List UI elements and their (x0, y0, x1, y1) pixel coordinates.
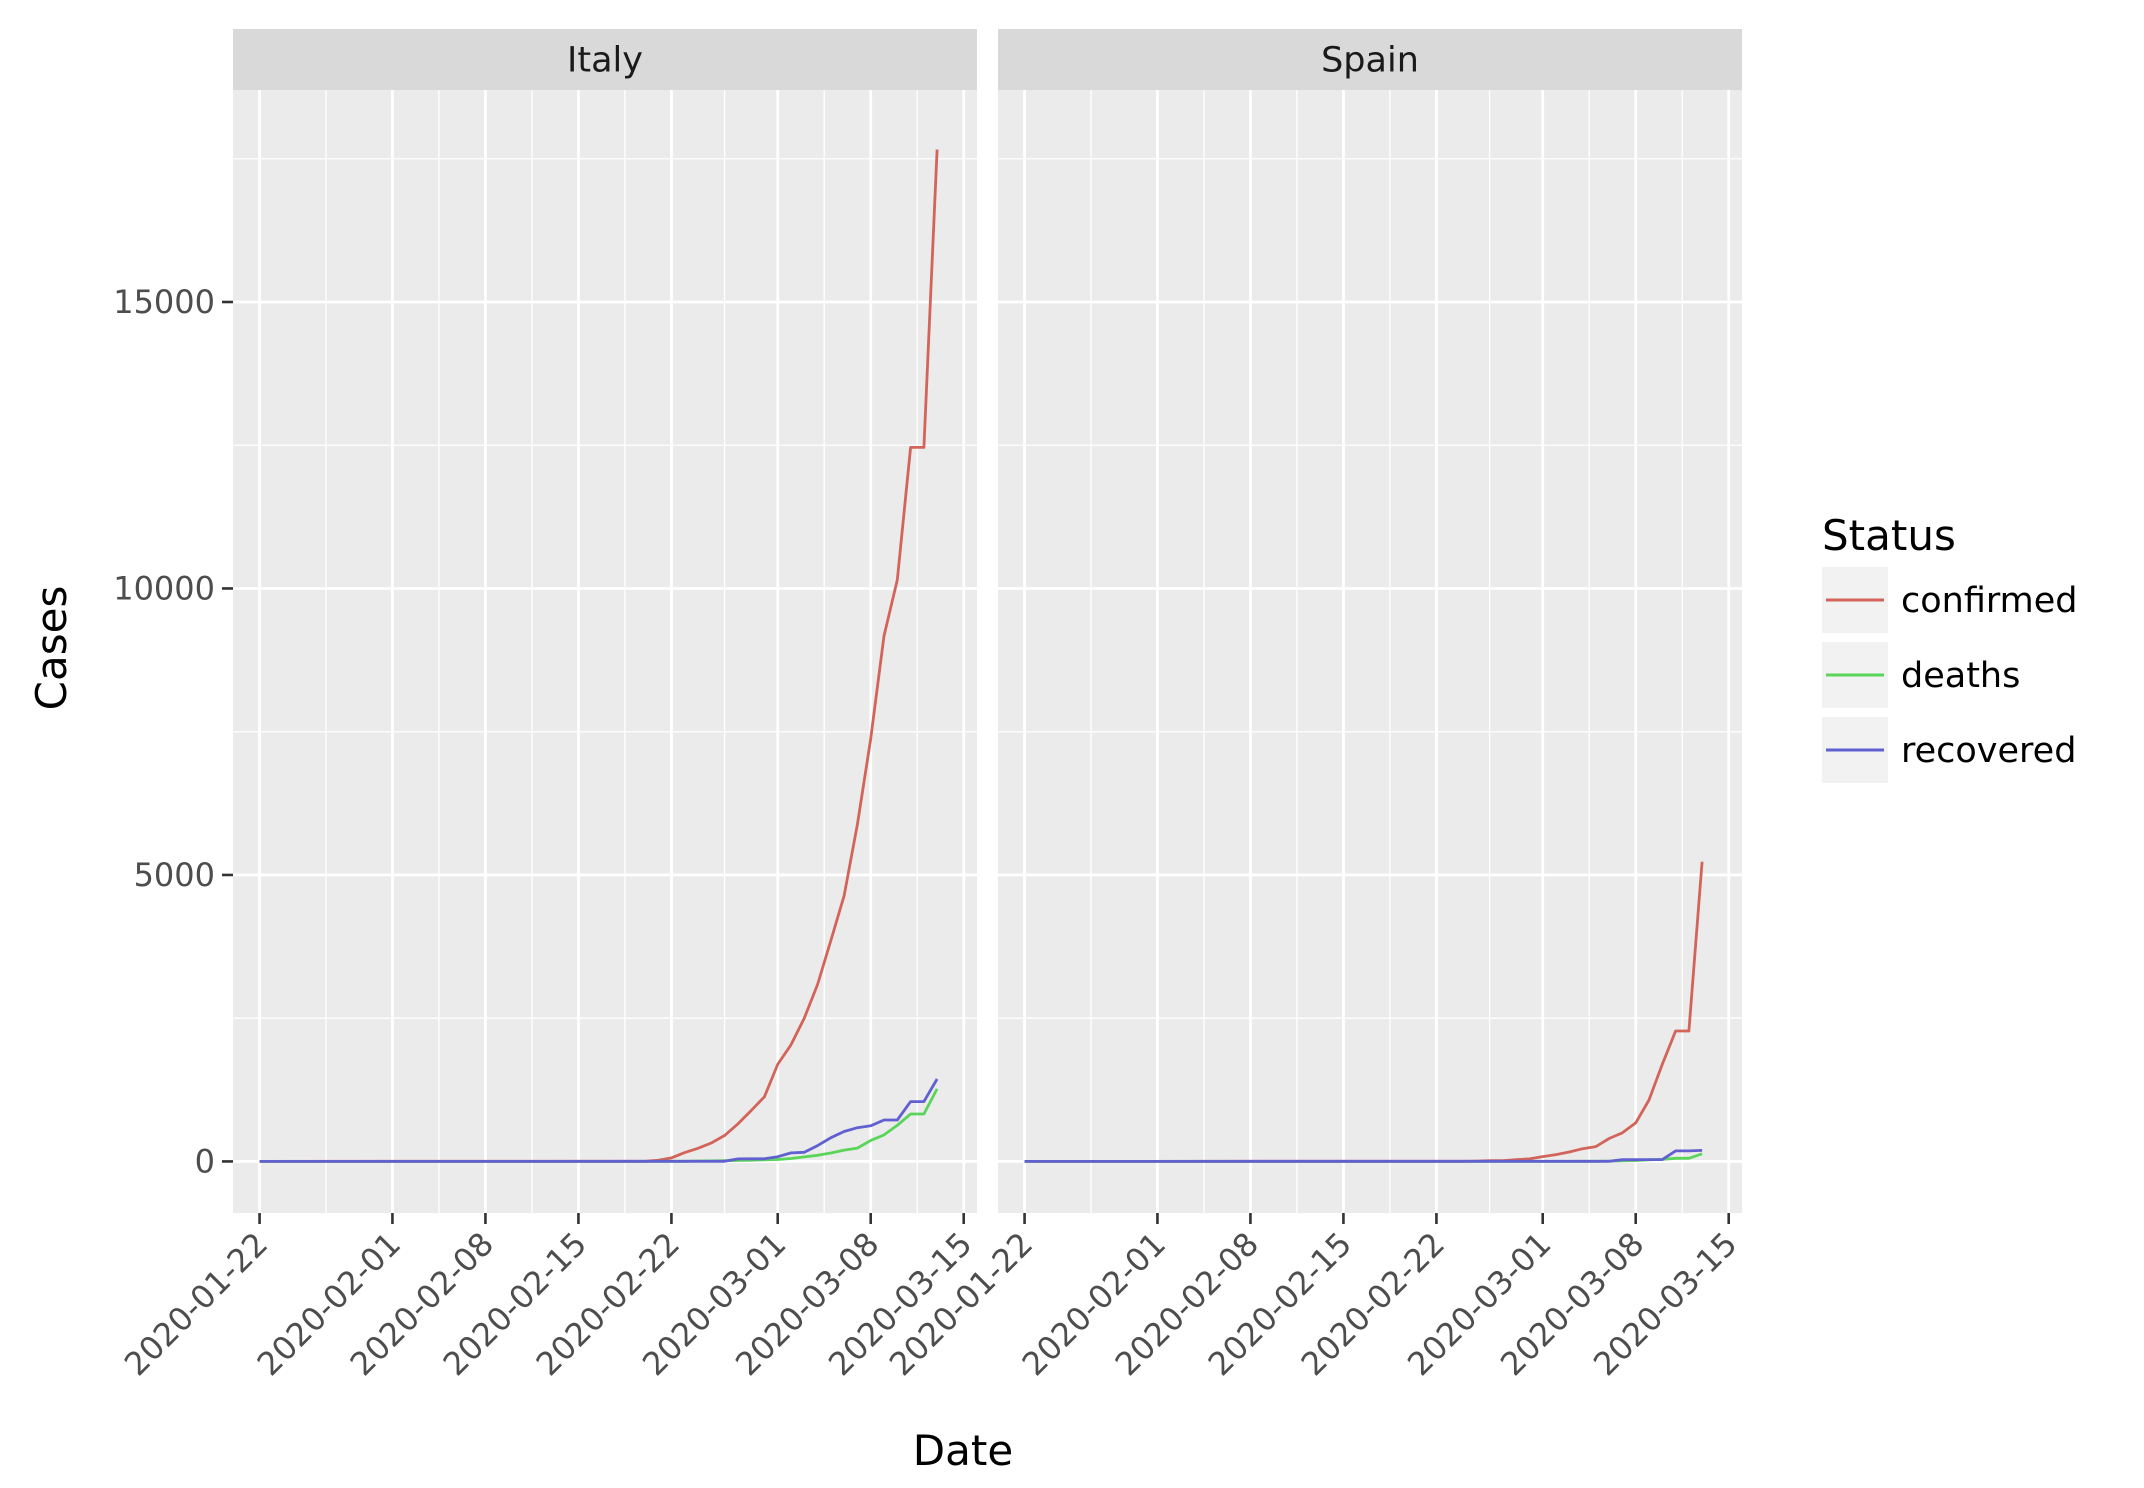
legend-entry-confirmed: confirmed (1822, 567, 2078, 633)
series-line-recovered (259, 1078, 939, 1163)
panel-background (998, 90, 1742, 1213)
legend: Status confirmed deaths recovered (1822, 511, 2078, 783)
legend-entry-deaths: deaths (1822, 642, 2020, 708)
facet-strip-label: Spain (1321, 41, 1419, 81)
series-line-confirmed (259, 149, 939, 1163)
legend-entry-recovered: recovered (1822, 717, 2076, 783)
legend-label: deaths (1901, 656, 2020, 696)
series-line-recovered (1024, 1149, 1703, 1163)
legend-label: recovered (1901, 731, 2076, 771)
facet-strip-label: Italy (567, 41, 643, 81)
facet-italy: Italy2020-01-222020-02-012020-02-082020-… (113, 29, 979, 1383)
legend-label: confirmed (1901, 581, 2078, 621)
y-tick-label: 5000 (134, 856, 215, 894)
y-tick-label: 0 (195, 1142, 215, 1180)
y-tick-label: 10000 (113, 569, 215, 607)
y-tick-label: 15000 (113, 283, 215, 321)
panel-background (233, 90, 977, 1213)
facet-panels: Italy2020-01-222020-02-012020-02-082020-… (113, 29, 1744, 1383)
y-axis-title: Cases (27, 586, 76, 711)
facet-strip (233, 29, 977, 90)
x-axis-title: Date (913, 1426, 1013, 1475)
facet-spain: Spain2020-01-222020-02-012020-02-082020-… (882, 29, 1744, 1383)
legend-title: Status (1822, 511, 1956, 560)
facet-strip (998, 29, 1742, 90)
